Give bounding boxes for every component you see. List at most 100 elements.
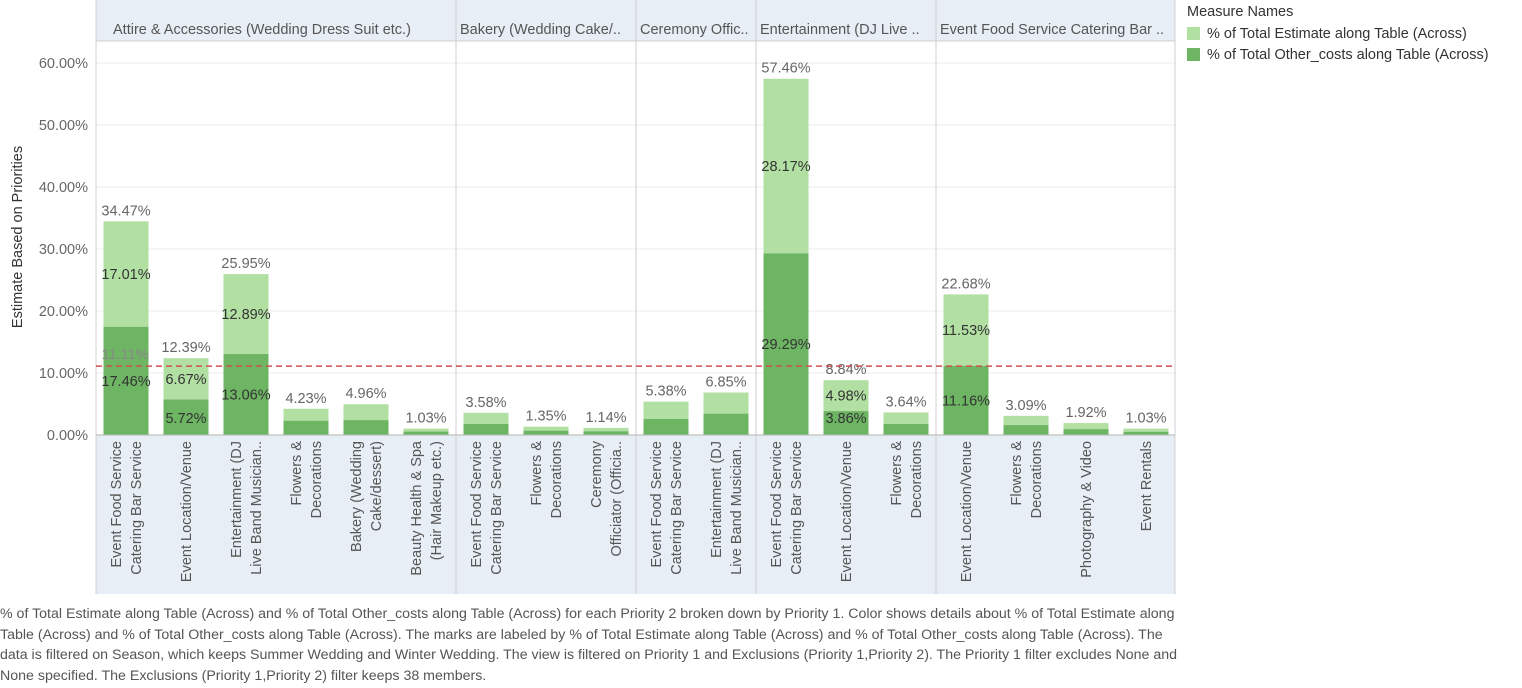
category-label-line: Decorations (1029, 441, 1045, 518)
bar-estimate (643, 401, 689, 419)
category-label-line: Flowers & (289, 441, 305, 506)
bar-estimate (583, 427, 629, 432)
bar-total-label: 22.68% (941, 276, 990, 292)
y-tick-label: 20.00% (39, 304, 88, 320)
bar-other-costs (523, 430, 569, 435)
bar-other-costs (583, 431, 629, 435)
bar-other-costs (703, 413, 749, 435)
category-label: Flowers & Decorations (1009, 441, 1045, 519)
legend-label-estimate: % of Total Estimate along Table (Across) (1207, 25, 1467, 42)
bar-estimate (103, 221, 149, 327)
bar-other-costs (223, 354, 269, 435)
category-label-line: Live Band Musician.. (729, 441, 745, 575)
bar-other-costs (403, 431, 449, 435)
bar-estimate (1063, 423, 1109, 430)
category-label-line: Entertainment (DJ (709, 441, 725, 558)
category-label-line: Flowers & (889, 441, 905, 506)
bar-other-costs (463, 423, 509, 435)
bar-total-label: 57.46% (761, 61, 810, 77)
legend-swatch-other-costs (1187, 48, 1200, 61)
category-label-line: Decorations (549, 441, 565, 518)
category-label-line: Decorations (309, 441, 325, 518)
bar-estimate-label: 17.01% (101, 267, 150, 283)
category-label: Ceremony Officiator (Officia.. (589, 440, 625, 556)
category-label-line: (Hair Makeup etc.) (429, 441, 445, 560)
category-label-line: Event Food Service (469, 441, 485, 568)
category-label-line: Event Food Service (649, 441, 665, 568)
category-label-line: Entertainment (DJ (229, 441, 245, 558)
y-axis-title: Estimate Based on Priorities (10, 146, 26, 328)
bar-estimate (403, 428, 449, 432)
bar-other-costs (643, 418, 689, 435)
bar-other-costs-label: 29.29% (761, 337, 810, 353)
chart-canvas: 0.00% 10.00% 20.00% 30.00% 40.00% 50.00% 60.00… (10, 0, 1176, 594)
bar-total-label: 1.03% (405, 411, 446, 427)
bar-total-label: 5.38% (645, 384, 686, 400)
bar-other-costs-label: 17.46% (101, 374, 150, 390)
category-label: Bakery (Wedding Cake/dessert) (349, 441, 385, 552)
panel-header: Ceremony Offic.. (640, 22, 749, 38)
bar-estimate (163, 358, 209, 400)
category-label-line: Event Location/Venue (959, 441, 975, 582)
category-label: Event Food Service Catering Bar Service (109, 441, 145, 575)
bar-estimate-label: 4.98% (825, 389, 866, 405)
bar-total-label: 6.85% (705, 375, 746, 391)
bar-other-costs (1123, 431, 1169, 435)
bar-total-label: 25.95% (221, 256, 270, 272)
category-label-line: Event Food Service (769, 441, 785, 568)
y-tick-label: 60.00% (39, 56, 88, 72)
y-tick-label: 0.00% (47, 428, 88, 444)
panel-header: Bakery (Wedding Cake/.. (460, 22, 621, 38)
bar-other-costs-label: 5.72% (165, 411, 206, 427)
category-label-line: Catering Bar Service (789, 441, 805, 575)
bar-estimate-label: 11.53% (942, 323, 990, 339)
legend: Measure Names % of Total Estimate along … (1187, 4, 1489, 65)
bar-other-costs-label: 3.86% (825, 411, 866, 427)
category-label: Event Location/Venue (959, 441, 975, 582)
panel-header: Attire & Accessories (Wedding Dress Suit… (113, 22, 411, 38)
category-label-line: Cake/dessert) (369, 441, 385, 531)
category-label-line: Catering Bar Service (489, 441, 505, 575)
legend-title: Measure Names (1187, 4, 1294, 20)
bar-estimate (463, 412, 509, 424)
category-label-line: Catering Bar Service (669, 441, 685, 575)
bar-estimate (343, 404, 389, 421)
bar-estimate-label: 6.67% (165, 372, 206, 388)
legend-item-other-costs[interactable]: % of Total Other_costs along Table (Acro… (1187, 44, 1489, 65)
bar-other-costs (823, 411, 869, 435)
category-label-line: Beauty Health & Spa (409, 440, 425, 576)
category-label-line: Flowers & (1009, 441, 1025, 506)
bar-other-costs (883, 423, 929, 435)
bar-estimate (823, 380, 869, 412)
category-label: Flowers & Decorations (289, 441, 325, 519)
bar-total-label: 1.35% (525, 409, 566, 425)
legend-item-estimate[interactable]: % of Total Estimate along Table (Across) (1187, 23, 1489, 44)
category-label-line: Ceremony (589, 440, 605, 508)
category-label-line: Event Location/Venue (839, 441, 855, 582)
category-label-line: Bakery (Wedding (349, 441, 365, 552)
bar-total-label: 12.39% (161, 340, 210, 356)
category-label: Entertainment (DJ Live Band Musician.. (709, 441, 745, 575)
bar-estimate (703, 392, 749, 414)
bar-estimate (883, 412, 929, 424)
category-label-line: Catering Bar Service (129, 441, 145, 575)
bar-estimate (223, 274, 269, 355)
category-label: Beauty Health & Spa (Hair Makeup etc.) (409, 440, 445, 576)
bar-estimate-label: 28.17% (761, 159, 810, 175)
category-label-line: Flowers & (529, 441, 545, 506)
bar-total-label: 1.14% (585, 410, 626, 426)
category-label: Event Food Service Catering Bar Service (769, 441, 805, 575)
category-label: Event Location/Venue (179, 441, 195, 582)
bar-other-costs (1003, 425, 1049, 435)
panel-header: Event Food Service Catering Bar .. (940, 22, 1164, 38)
bar-total-label: 3.58% (465, 395, 506, 411)
category-label: Event Food Service Catering Bar Service (649, 441, 685, 575)
y-tick-label: 50.00% (39, 118, 88, 134)
bar-total-label: 34.47% (101, 203, 150, 219)
bar-total-label: 8.84% (825, 362, 866, 378)
bar-estimate (283, 408, 329, 421)
category-label: Photography & Video (1079, 441, 1095, 578)
category-label: Event Location/Venue (839, 441, 855, 582)
bar-total-label: 3.09% (1005, 398, 1046, 414)
bar-total-label: 1.03% (1125, 411, 1166, 427)
